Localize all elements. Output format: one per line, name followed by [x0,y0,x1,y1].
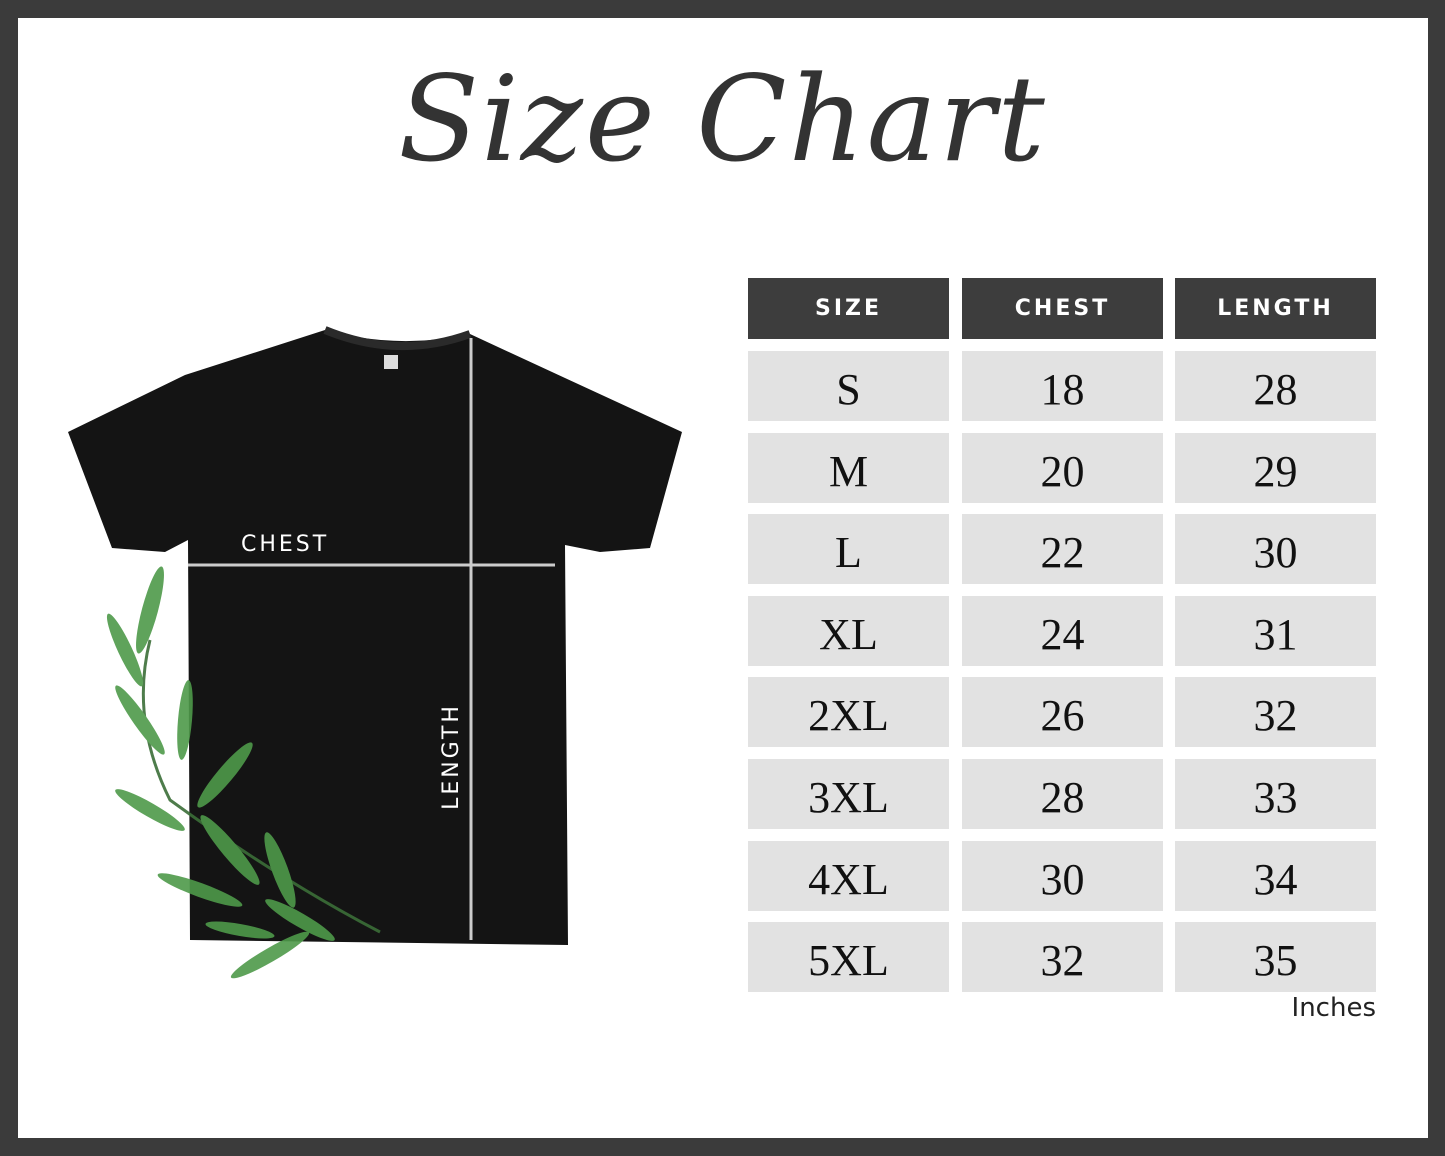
cell-size: L [748,514,949,584]
cell-length: 34 [1175,841,1376,911]
cell-chest: 18 [962,351,1163,421]
cell-size: 4XL [748,841,949,911]
cell-length: 28 [1175,351,1376,421]
cell-chest: 30 [962,841,1163,911]
header-chest: CHEST [962,278,1163,339]
cell-chest: 24 [962,596,1163,666]
tshirt-image [68,330,682,945]
cell-length: 35 [1175,922,1376,992]
leaf-decoration [106,566,381,979]
cell-length: 33 [1175,759,1376,829]
cell-chest: 20 [962,433,1163,503]
cell-size: 2XL [748,677,949,747]
cell-chest: 26 [962,677,1163,747]
cell-length: 29 [1175,433,1376,503]
header-length: LENGTH [1175,278,1376,339]
page-title: Size Chart [398,50,1047,188]
cell-length: 30 [1175,514,1376,584]
header-size: SIZE [748,278,949,339]
cell-length: 31 [1175,596,1376,666]
cell-chest: 28 [962,759,1163,829]
cell-size: S [748,351,949,421]
cell-size: 3XL [748,759,949,829]
chest-label: CHEST [241,532,330,557]
units-label: Inches [1291,993,1376,1023]
cell-length: 32 [1175,677,1376,747]
cell-size: XL [748,596,949,666]
length-label: LENGTH [438,703,464,810]
cell-size: M [748,433,949,503]
cell-size: 5XL [748,922,949,992]
cell-chest: 32 [962,922,1163,992]
cell-chest: 22 [962,514,1163,584]
